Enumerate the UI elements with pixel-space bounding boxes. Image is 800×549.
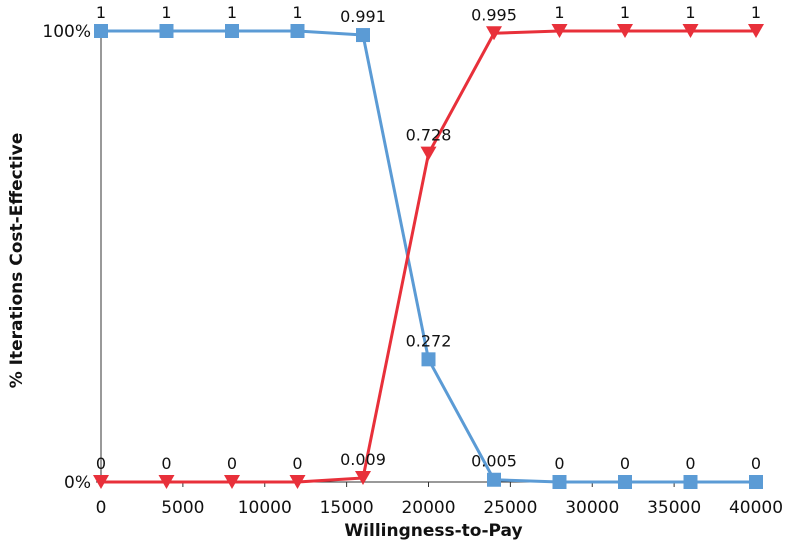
y-tick-label: 100%	[42, 22, 91, 42]
data-label: 1	[292, 3, 302, 22]
x-axis-title: Willingness-to-Pay	[344, 521, 522, 541]
square-marker	[159, 24, 174, 38]
data-label: 0.005	[471, 452, 517, 471]
triangle-marker	[158, 475, 175, 489]
x-tick-label: 10000	[238, 498, 292, 518]
data-label: 1	[554, 3, 564, 22]
x-tick-label: 40000	[729, 498, 783, 518]
square-marker	[356, 28, 370, 43]
x-tick-label: 20000	[401, 498, 455, 518]
x-tick-label: 15000	[320, 498, 374, 518]
series-layer	[93, 24, 764, 489]
triangle-marker	[224, 475, 240, 489]
x-tick-label: 30000	[565, 498, 619, 518]
square-marker	[290, 24, 305, 38]
data-label: 1	[96, 3, 106, 22]
x-tick-label: 25000	[483, 498, 537, 518]
triangle-marker	[748, 24, 764, 38]
square-marker	[487, 472, 501, 487]
triangle-marker	[289, 475, 306, 489]
data-label: 0	[751, 454, 761, 473]
x-tick-label: 35000	[647, 498, 701, 518]
data-label: 1	[161, 3, 171, 22]
triangle-marker	[93, 475, 109, 489]
series-2	[93, 24, 764, 489]
y-axis-title: % Iterations Cost-Effective	[7, 133, 27, 389]
triangle-marker	[682, 24, 699, 38]
square-marker	[225, 24, 239, 38]
data-label: 1	[227, 3, 237, 22]
data-label: 0.009	[340, 450, 386, 469]
data-label: 0.995	[471, 5, 517, 24]
data-label: 0	[227, 454, 237, 473]
triangle-marker	[420, 146, 437, 161]
data-label: 0	[161, 454, 171, 473]
data-label: 0	[96, 454, 106, 473]
triangle-marker	[551, 24, 568, 38]
series-1	[94, 24, 763, 489]
data-label: 1	[751, 3, 761, 22]
y-tick-label: 0%	[64, 473, 91, 493]
data-label: 0.272	[406, 331, 452, 350]
square-marker	[618, 475, 632, 489]
square-marker	[749, 475, 763, 489]
axes	[96, 29, 758, 487]
data-label: 0	[620, 454, 630, 473]
square-marker	[552, 475, 567, 489]
tick-labels: 0 5000 10000 15000 20000 25000 30000 35000 40000…	[42, 22, 783, 518]
data-labels: 1 1 1 1 0.991 0.272 0.005 0 0 0 0 0 0 0 0 0.009 0.728 0.9…	[96, 3, 761, 473]
series-2-line	[101, 29, 756, 484]
data-label: 0	[685, 454, 695, 473]
data-label: 0	[554, 454, 564, 473]
data-label: 1	[685, 3, 695, 22]
x-tick-label: 5000	[161, 498, 204, 518]
triangle-marker	[486, 26, 502, 41]
data-label: 0	[292, 454, 302, 473]
square-marker	[421, 352, 436, 367]
triangle-marker	[617, 24, 633, 38]
x-tick-label: 0	[96, 498, 107, 518]
data-label: 1	[620, 3, 630, 22]
data-label: 0.728	[406, 126, 452, 145]
data-label: 0.991	[340, 7, 386, 26]
triangle-marker	[355, 470, 371, 485]
square-marker	[683, 475, 698, 489]
square-marker	[94, 24, 108, 38]
series-1-line	[101, 29, 756, 484]
